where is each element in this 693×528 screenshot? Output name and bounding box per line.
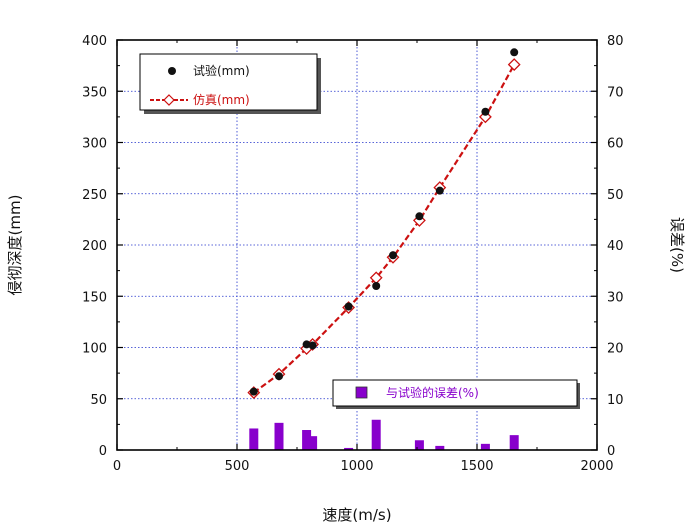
error-bar [308, 436, 318, 450]
y-tick-label: 50 [90, 393, 107, 408]
y-tick-label: 150 [82, 290, 107, 305]
x-axis-label: 速度(m/s) [322, 506, 391, 524]
series-lines [253, 64, 516, 394]
test-point [435, 186, 444, 195]
test-point [510, 48, 519, 57]
legend-test-label: 试验(mm) [193, 63, 250, 78]
legend-error-label: 与试验的误差(%) [386, 385, 479, 400]
error-bar [414, 440, 424, 450]
error-bar [302, 430, 312, 450]
legend-sim-marker [163, 94, 175, 106]
y2-tick-label: 0 [607, 444, 615, 459]
x-tick-label: 500 [225, 459, 250, 474]
legend-test-marker [168, 67, 176, 75]
error-bar [435, 445, 445, 450]
y-axis-label: 侵彻深度(mm) [6, 195, 24, 296]
test-point [389, 251, 397, 260]
error-bar [344, 447, 354, 450]
tick-labels: 0 500 1000 1500 2000050100150200250300350400… [82, 34, 623, 474]
y-tick-label: 400 [82, 34, 107, 49]
y2-tick-label: 10 [607, 393, 624, 408]
legend-upper: 试验(mm) 仿真(mm) [139, 53, 321, 114]
y2-tick-label: 30 [607, 290, 624, 305]
legend-sim-label: 仿真(mm) [193, 93, 250, 107]
y-tick-label: 0 [99, 444, 107, 459]
error-bars [249, 419, 519, 450]
error-bar [249, 428, 259, 450]
test-point [372, 282, 381, 290]
y2-tick-label: 50 [607, 188, 624, 203]
test-point [302, 340, 311, 349]
y-tick-label: 100 [82, 342, 107, 357]
error-bar [509, 435, 519, 450]
y-tick-label: 250 [82, 188, 107, 203]
error-bar [371, 419, 381, 450]
error-bar [274, 422, 284, 450]
test-point [308, 341, 317, 350]
y2-tick-label: 40 [607, 239, 624, 254]
test-point [249, 387, 258, 396]
x-tick-label: 1500 [460, 459, 493, 474]
legend-lower: 与试验的误差(%) [332, 379, 580, 409]
test-point [275, 372, 283, 381]
y-tick-label: 300 [82, 137, 107, 152]
y2-axis-label: 误差(%) [668, 217, 686, 273]
y-tick-label: 200 [82, 239, 107, 254]
y2-tick-label: 80 [607, 34, 624, 49]
y2-tick-label: 60 [607, 137, 624, 152]
test-point [481, 107, 490, 116]
test-point [415, 212, 424, 221]
x-tick-label: 2000 [580, 459, 613, 474]
x-tick-label: 1000 [340, 459, 373, 474]
legend-error-swatch [355, 386, 368, 399]
simulation-point [507, 58, 521, 72]
axis-ticks [116, 39, 598, 451]
x-tick-label: 0 [113, 459, 121, 474]
series-markers [247, 48, 521, 400]
y-tick-label: 350 [82, 85, 107, 100]
y2-tick-label: 70 [607, 85, 624, 100]
error-bar [480, 443, 490, 450]
legend-lower-box [332, 379, 578, 407]
test-point [344, 302, 353, 311]
simulation-line [253, 64, 516, 394]
y2-tick-label: 20 [607, 342, 624, 357]
